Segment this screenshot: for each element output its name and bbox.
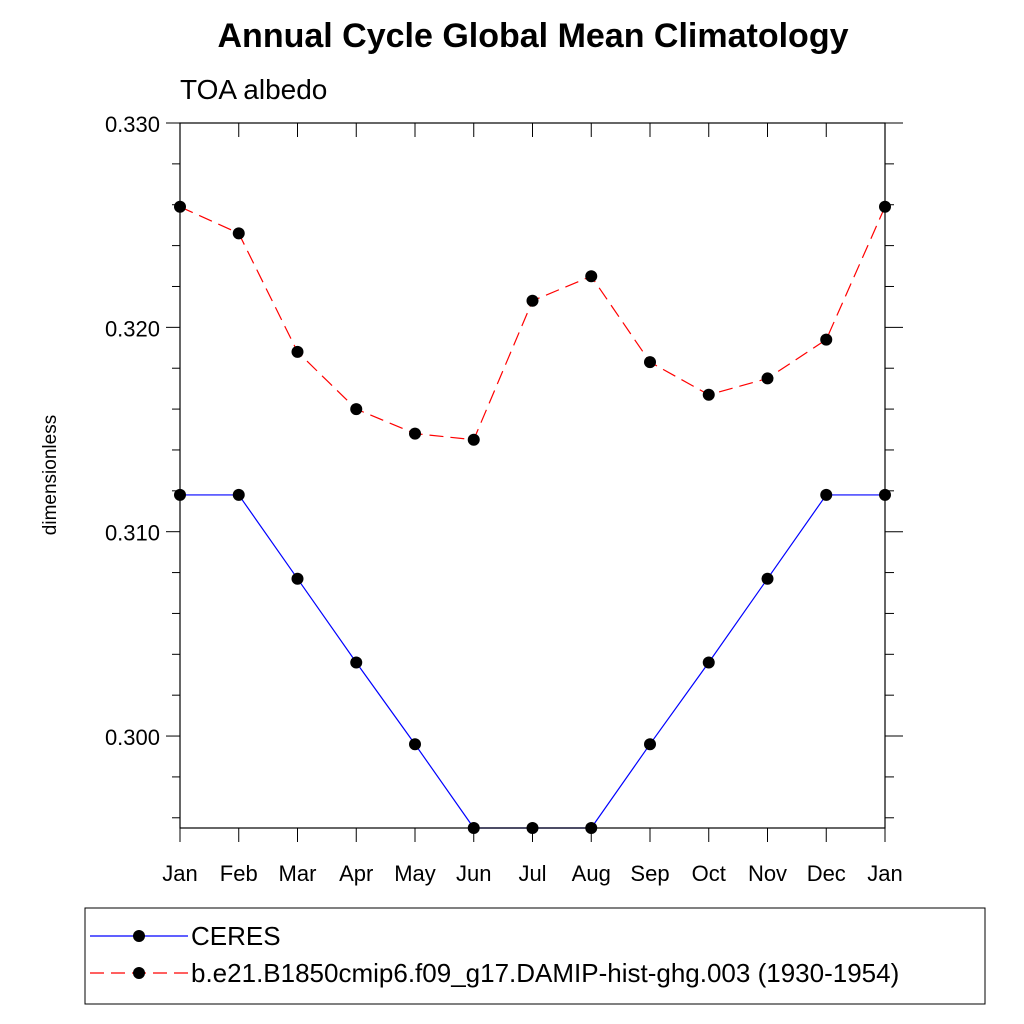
data-point (409, 738, 421, 751)
chart-title: Annual Cycle Global Mean Climatology (218, 17, 849, 55)
chart-subtitle: TOA albedo (180, 74, 327, 105)
x-tick-label: Oct (692, 861, 726, 886)
legend-marker (133, 967, 145, 979)
legend-box (84, 907, 986, 1005)
data-point (702, 388, 715, 401)
x-tick-label: Jan (867, 861, 902, 886)
y-tick-label: 0.300 (105, 725, 160, 750)
series-layer (174, 200, 891, 834)
legend-item: b.e21.B1850cmip6.f09_g17.DAMIP-hist-ghg.… (90, 958, 899, 988)
data-point (820, 333, 833, 346)
series-model (174, 200, 891, 446)
data-point (232, 227, 245, 240)
series-line (179, 206, 886, 441)
x-tick-label: Jan (162, 861, 197, 886)
x-tick-label: Feb (220, 861, 258, 886)
data-point (467, 433, 480, 446)
legend-label: CERES (191, 921, 281, 951)
x-tick-label: May (394, 861, 436, 886)
legend: CERES b.e21.B1850cmip6.f09_g17.DAMIP-hist… (84, 907, 986, 1005)
data-point (761, 572, 774, 585)
x-tick-label: Apr (339, 861, 373, 886)
x-tick-label: Sep (630, 861, 669, 886)
series-line (180, 494, 885, 829)
legend-label: b.e21.B1850cmip6.f09_g17.DAMIP-hist-ghg.… (191, 958, 899, 988)
x-tick-label: Dec (807, 861, 846, 886)
series-ceres (174, 488, 891, 834)
data-point (702, 656, 715, 669)
x-tick-label: Jun (456, 861, 491, 886)
data-point (350, 656, 363, 669)
legend-item: CERES (90, 921, 281, 951)
axis-ticks (166, 122, 903, 842)
x-tick-label: Aug (572, 861, 611, 886)
x-tick-label: Nov (748, 861, 787, 886)
data-point (232, 488, 245, 501)
plot-frame (179, 122, 886, 829)
tick-labels: Jan Feb Mar Apr May Jun Jul Aug Sep Oct Nov Dec Jan 0… (105, 112, 903, 886)
y-tick-label: 0.320 (105, 316, 160, 341)
data-point (644, 738, 656, 751)
y-axis-label: dimensionless (40, 415, 61, 535)
data-point (350, 403, 363, 416)
data-point (291, 572, 304, 585)
data-point (409, 427, 421, 440)
legend-marker (133, 930, 145, 942)
data-point (526, 294, 539, 307)
data-point (761, 372, 774, 385)
x-tick-label: Mar (279, 861, 317, 886)
data-point (820, 488, 833, 501)
y-tick-label: 0.310 (105, 521, 160, 546)
data-point (585, 270, 598, 283)
y-tick-label: 0.330 (105, 112, 160, 137)
x-tick-label: Jul (518, 861, 546, 886)
data-point (644, 356, 656, 369)
data-point (291, 345, 304, 358)
